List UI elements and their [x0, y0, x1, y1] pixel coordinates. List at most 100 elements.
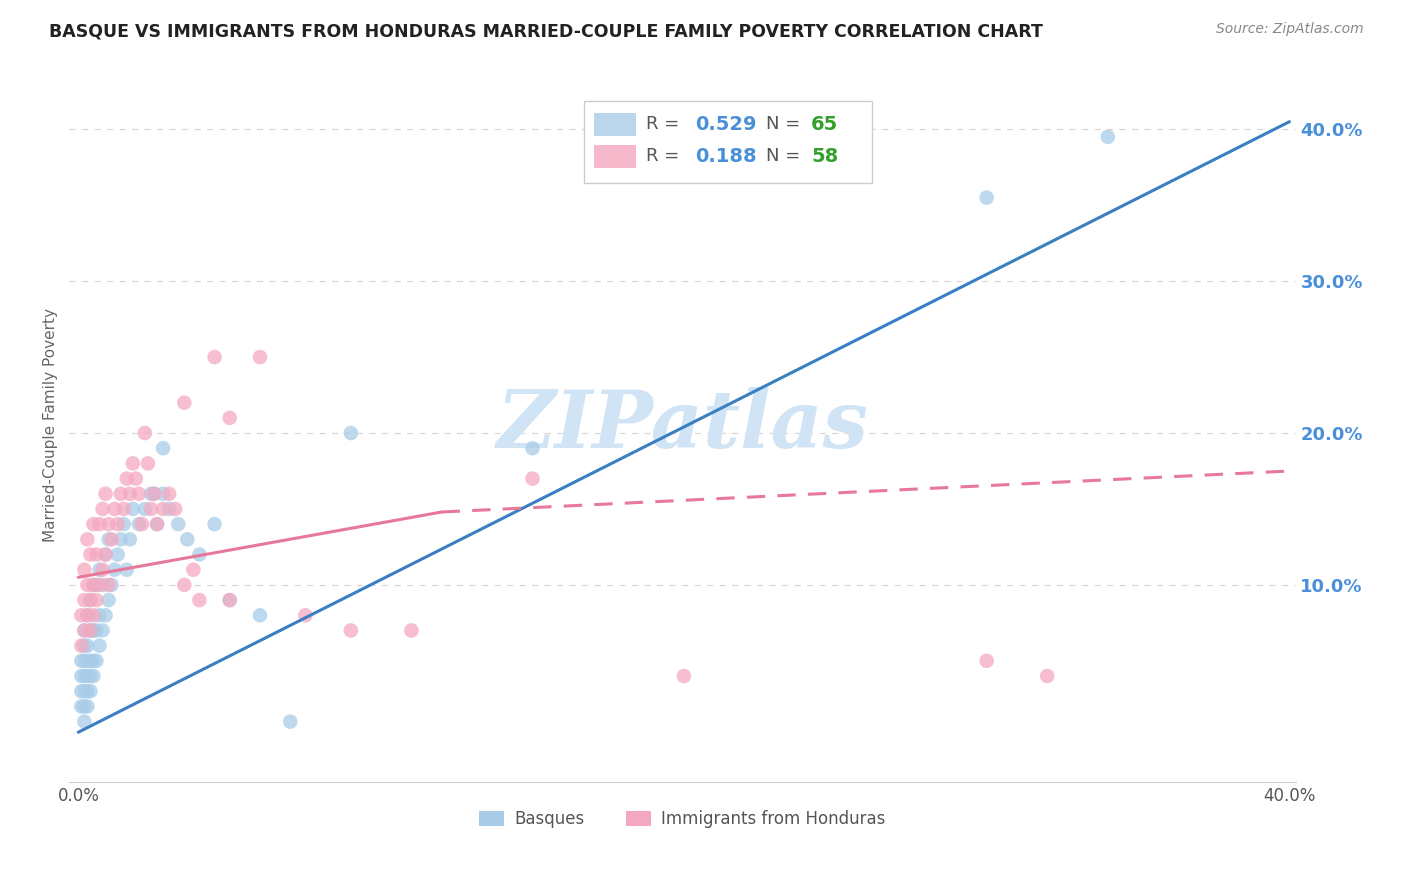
Legend: Basques, Immigrants from Honduras: Basques, Immigrants from Honduras	[472, 804, 893, 835]
Point	[94, 487, 117, 501]
Point	[79, 624, 101, 638]
Point	[86, 593, 108, 607]
Point	[73, 699, 96, 714]
Point	[86, 624, 108, 638]
Point	[79, 548, 101, 562]
Point	[672, 669, 695, 683]
Point	[82, 578, 104, 592]
Point	[86, 548, 108, 562]
FancyBboxPatch shape	[585, 101, 873, 183]
Point	[522, 441, 544, 455]
Point	[152, 487, 174, 501]
Point	[73, 669, 96, 683]
Point	[76, 608, 98, 623]
Point	[82, 608, 104, 623]
Point	[294, 608, 316, 623]
Text: R =: R =	[645, 115, 685, 133]
Point	[86, 578, 108, 592]
Point	[94, 548, 117, 562]
Point	[128, 487, 150, 501]
Point	[249, 608, 271, 623]
Point	[218, 593, 240, 607]
Point	[218, 410, 240, 425]
Point	[70, 684, 93, 698]
Point	[73, 639, 96, 653]
Point	[204, 517, 226, 532]
Point	[86, 654, 108, 668]
Point	[70, 639, 93, 653]
Point	[115, 472, 138, 486]
Point	[188, 593, 211, 607]
Point	[76, 669, 98, 683]
Point	[1036, 669, 1059, 683]
Point	[173, 578, 195, 592]
Point	[79, 669, 101, 683]
Point	[79, 593, 101, 607]
Point	[82, 517, 104, 532]
Point	[157, 502, 180, 516]
Point	[167, 517, 190, 532]
Point	[94, 608, 117, 623]
Point	[76, 684, 98, 698]
Point	[94, 548, 117, 562]
Point	[82, 578, 104, 592]
Point	[139, 502, 162, 516]
Point	[157, 487, 180, 501]
Point	[115, 563, 138, 577]
Point	[82, 624, 104, 638]
Point	[76, 533, 98, 547]
Point	[110, 533, 132, 547]
Point	[134, 502, 156, 516]
Point	[82, 654, 104, 668]
Point	[128, 517, 150, 532]
Point	[112, 517, 135, 532]
Point	[136, 457, 159, 471]
Text: N =: N =	[766, 115, 806, 133]
Point	[165, 502, 187, 516]
Point	[100, 533, 122, 547]
Point	[139, 487, 162, 501]
Point	[73, 714, 96, 729]
Point	[104, 563, 127, 577]
Point	[146, 517, 169, 532]
Point	[125, 472, 148, 486]
Point	[73, 593, 96, 607]
Point	[89, 563, 111, 577]
Point	[976, 654, 998, 668]
Point	[79, 684, 101, 698]
Point	[152, 441, 174, 455]
Point	[121, 502, 143, 516]
Point	[218, 593, 240, 607]
Point	[89, 639, 111, 653]
Point	[73, 654, 96, 668]
FancyBboxPatch shape	[595, 112, 636, 136]
Point	[76, 639, 98, 653]
Point	[76, 578, 98, 592]
Point	[188, 548, 211, 562]
FancyBboxPatch shape	[595, 145, 636, 168]
Point	[91, 578, 114, 592]
Point	[70, 654, 93, 668]
Point	[76, 608, 98, 623]
Point	[73, 684, 96, 698]
Point	[401, 624, 423, 638]
Point	[143, 487, 166, 501]
Point	[176, 533, 198, 547]
Point	[107, 517, 129, 532]
Point	[249, 350, 271, 364]
Point	[146, 517, 169, 532]
Point	[1097, 129, 1119, 144]
Point	[121, 457, 143, 471]
Point	[79, 593, 101, 607]
Point	[97, 593, 120, 607]
Text: 65: 65	[811, 115, 838, 134]
Point	[97, 517, 120, 532]
Point	[89, 578, 111, 592]
Point	[134, 425, 156, 440]
Point	[110, 487, 132, 501]
Point	[73, 624, 96, 638]
Point	[79, 624, 101, 638]
Point	[97, 578, 120, 592]
Point	[91, 563, 114, 577]
Point	[76, 654, 98, 668]
